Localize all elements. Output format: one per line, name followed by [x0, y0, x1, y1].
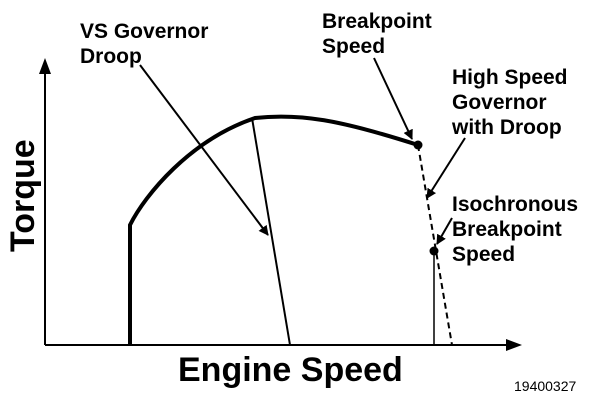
- isochronous-label-line-2: Breakpoint: [452, 218, 562, 241]
- breakpoint-speed-point: [413, 140, 423, 150]
- high-speed-governor-label-line-3: with Droop: [451, 116, 562, 139]
- y-axis-arrow-icon: [39, 58, 51, 74]
- high-speed-governor-label-line-1: High Speed: [452, 66, 568, 89]
- vs-governor-arrow: [139, 64, 269, 236]
- isochronous-label-line-1: Isochronous: [452, 193, 578, 216]
- x-axis-arrow-icon: [506, 339, 522, 351]
- torque-curve: [128, 114, 419, 345]
- high-speed-droop-line: [417, 144, 453, 346]
- breakpoint-speed-arrow: [373, 57, 413, 140]
- isochronous-label-line-3: Speed: [452, 243, 515, 266]
- vs-governor-droop-line: [251, 117, 291, 346]
- isochronous-breakpoint-arrow: [436, 217, 453, 245]
- vs-governor-label-line-1: VS Governor: [80, 20, 208, 43]
- x-axis-label: Engine Speed: [178, 351, 403, 389]
- high-speed-governor-arrow: [426, 137, 466, 199]
- isochronous-breakpoint-point: [429, 246, 439, 256]
- high-speed-governor-label-line-2: Governor: [452, 91, 547, 114]
- breakpoint-speed-label-line-1: Breakpoint: [322, 10, 432, 33]
- figure-id: 19400327: [514, 378, 577, 394]
- vs-governor-label-line-2: Droop: [80, 45, 142, 68]
- y-axis-label: Torque: [4, 139, 42, 252]
- breakpoint-speed-label-line-2: Speed: [322, 35, 385, 58]
